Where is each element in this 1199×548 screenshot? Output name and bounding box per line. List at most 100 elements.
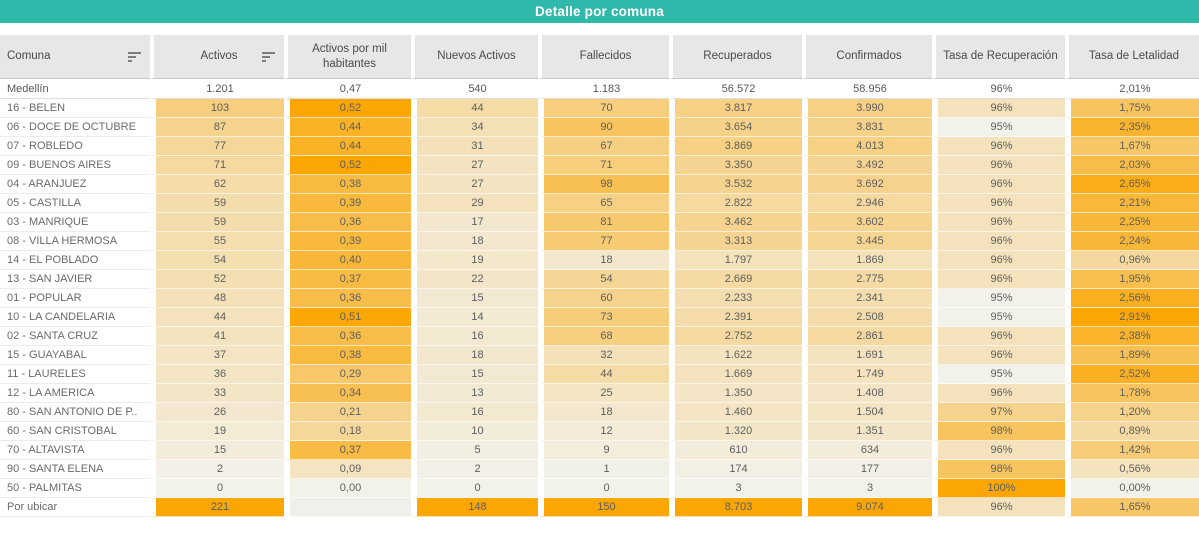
cell-nuevos_activos[interactable]: 2 — [411, 460, 538, 479]
cell-activos_mil[interactable]: 0,18 — [284, 422, 411, 441]
cell-nuevos_activos[interactable]: 148 — [411, 498, 538, 517]
cell-recuperados[interactable]: 1.622 — [669, 346, 802, 365]
cell-activos_mil[interactable]: 0,39 — [284, 232, 411, 251]
cell-nuevos_activos[interactable]: 540 — [411, 79, 538, 99]
row-label[interactable]: 15 - GUAYABAL — [0, 346, 150, 365]
row-label[interactable]: 01 - POPULAR — [0, 289, 150, 308]
cell-activos[interactable]: 48 — [150, 289, 284, 308]
cell-recuperados[interactable]: 3.869 — [669, 137, 802, 156]
cell-nuevos_activos[interactable]: 31 — [411, 137, 538, 156]
cell-fallecidos[interactable]: 1.183 — [538, 79, 669, 99]
cell-tasa_letalidad[interactable]: 0,56% — [1065, 460, 1199, 479]
cell-fallecidos[interactable]: 25 — [538, 384, 669, 403]
cell-confirmados[interactable]: 177 — [802, 460, 932, 479]
column-header-tasa_letalidad[interactable]: Tasa de Letalidad — [1065, 35, 1199, 79]
cell-confirmados[interactable]: 9.074 — [802, 498, 932, 517]
cell-activos_mil[interactable]: 0,36 — [284, 289, 411, 308]
cell-nuevos_activos[interactable]: 14 — [411, 308, 538, 327]
cell-recuperados[interactable]: 3.350 — [669, 156, 802, 175]
cell-tasa_recuperacion[interactable]: 96% — [932, 232, 1065, 251]
cell-tasa_letalidad[interactable]: 0,89% — [1065, 422, 1199, 441]
cell-confirmados[interactable]: 58.956 — [802, 79, 932, 99]
cell-nuevos_activos[interactable]: 17 — [411, 213, 538, 232]
cell-confirmados[interactable]: 3 — [802, 479, 932, 498]
cell-confirmados[interactable]: 634 — [802, 441, 932, 460]
cell-nuevos_activos[interactable]: 27 — [411, 175, 538, 194]
row-label[interactable]: 05 - CASTILLA — [0, 194, 150, 213]
cell-recuperados[interactable]: 174 — [669, 460, 802, 479]
cell-fallecidos[interactable]: 1 — [538, 460, 669, 479]
cell-confirmados[interactable]: 2.946 — [802, 194, 932, 213]
cell-recuperados[interactable]: 1.350 — [669, 384, 802, 403]
row-label[interactable]: 70 - ALTAVISTA — [0, 441, 150, 460]
cell-nuevos_activos[interactable]: 34 — [411, 118, 538, 137]
column-header-nuevos_activos[interactable]: Nuevos Activos — [411, 35, 538, 79]
row-label[interactable]: 11 - LAURELES — [0, 365, 150, 384]
row-label[interactable]: 02 - SANTA CRUZ — [0, 327, 150, 346]
cell-activos_mil[interactable] — [284, 498, 411, 517]
cell-tasa_recuperacion[interactable]: 95% — [932, 118, 1065, 137]
row-label[interactable]: Medellín — [0, 79, 150, 99]
cell-fallecidos[interactable]: 70 — [538, 99, 669, 118]
cell-recuperados[interactable]: 1.460 — [669, 403, 802, 422]
cell-tasa_letalidad[interactable]: 2,03% — [1065, 156, 1199, 175]
cell-tasa_recuperacion[interactable]: 96% — [932, 156, 1065, 175]
cell-confirmados[interactable]: 3.492 — [802, 156, 932, 175]
cell-activos[interactable]: 26 — [150, 403, 284, 422]
cell-tasa_recuperacion[interactable]: 98% — [932, 460, 1065, 479]
cell-confirmados[interactable]: 4.013 — [802, 137, 932, 156]
cell-confirmados[interactable]: 1.869 — [802, 251, 932, 270]
cell-tasa_recuperacion[interactable]: 95% — [932, 308, 1065, 327]
cell-tasa_recuperacion[interactable]: 96% — [932, 194, 1065, 213]
column-header-activos[interactable]: Activos — [150, 35, 284, 79]
cell-confirmados[interactable]: 3.602 — [802, 213, 932, 232]
cell-confirmados[interactable]: 1.749 — [802, 365, 932, 384]
cell-fallecidos[interactable]: 150 — [538, 498, 669, 517]
column-header-recuperados[interactable]: Recuperados — [669, 35, 802, 79]
cell-nuevos_activos[interactable]: 16 — [411, 403, 538, 422]
cell-fallecidos[interactable]: 77 — [538, 232, 669, 251]
cell-fallecidos[interactable]: 18 — [538, 251, 669, 270]
cell-activos_mil[interactable]: 0,29 — [284, 365, 411, 384]
cell-activos[interactable]: 2 — [150, 460, 284, 479]
cell-activos_mil[interactable]: 0,52 — [284, 156, 411, 175]
cell-activos[interactable]: 59 — [150, 194, 284, 213]
row-label[interactable]: 08 - VILLA HERMOSA — [0, 232, 150, 251]
cell-activos[interactable]: 77 — [150, 137, 284, 156]
cell-nuevos_activos[interactable]: 15 — [411, 289, 538, 308]
cell-fallecidos[interactable]: 60 — [538, 289, 669, 308]
cell-tasa_recuperacion[interactable]: 96% — [932, 79, 1065, 99]
cell-confirmados[interactable]: 2.508 — [802, 308, 932, 327]
row-label[interactable]: 50 - PALMITAS — [0, 479, 150, 498]
cell-fallecidos[interactable]: 54 — [538, 270, 669, 289]
cell-activos_mil[interactable]: 0,36 — [284, 213, 411, 232]
cell-nuevos_activos[interactable]: 0 — [411, 479, 538, 498]
cell-confirmados[interactable]: 3.990 — [802, 99, 932, 118]
cell-recuperados[interactable]: 3.654 — [669, 118, 802, 137]
cell-tasa_recuperacion[interactable]: 96% — [932, 213, 1065, 232]
cell-nuevos_activos[interactable]: 13 — [411, 384, 538, 403]
cell-nuevos_activos[interactable]: 15 — [411, 365, 538, 384]
cell-recuperados[interactable]: 2.391 — [669, 308, 802, 327]
cell-activos[interactable]: 71 — [150, 156, 284, 175]
cell-nuevos_activos[interactable]: 18 — [411, 232, 538, 251]
cell-recuperados[interactable]: 3.462 — [669, 213, 802, 232]
cell-confirmados[interactable]: 2.775 — [802, 270, 932, 289]
row-label[interactable]: 80 - SAN ANTONIO DE P.. — [0, 403, 150, 422]
cell-nuevos_activos[interactable]: 16 — [411, 327, 538, 346]
cell-fallecidos[interactable]: 18 — [538, 403, 669, 422]
cell-tasa_recuperacion[interactable]: 96% — [932, 270, 1065, 289]
cell-nuevos_activos[interactable]: 19 — [411, 251, 538, 270]
row-label[interactable]: 16 - BELEN — [0, 99, 150, 118]
cell-recuperados[interactable]: 3.532 — [669, 175, 802, 194]
cell-activos[interactable]: 62 — [150, 175, 284, 194]
cell-activos_mil[interactable]: 0,37 — [284, 441, 411, 460]
cell-fallecidos[interactable]: 98 — [538, 175, 669, 194]
cell-recuperados[interactable]: 3.817 — [669, 99, 802, 118]
cell-recuperados[interactable]: 1.669 — [669, 365, 802, 384]
cell-recuperados[interactable]: 1.797 — [669, 251, 802, 270]
cell-recuperados[interactable]: 56.572 — [669, 79, 802, 99]
cell-tasa_recuperacion[interactable]: 96% — [932, 384, 1065, 403]
cell-tasa_recuperacion[interactable]: 96% — [932, 251, 1065, 270]
cell-tasa_letalidad[interactable]: 1,78% — [1065, 384, 1199, 403]
